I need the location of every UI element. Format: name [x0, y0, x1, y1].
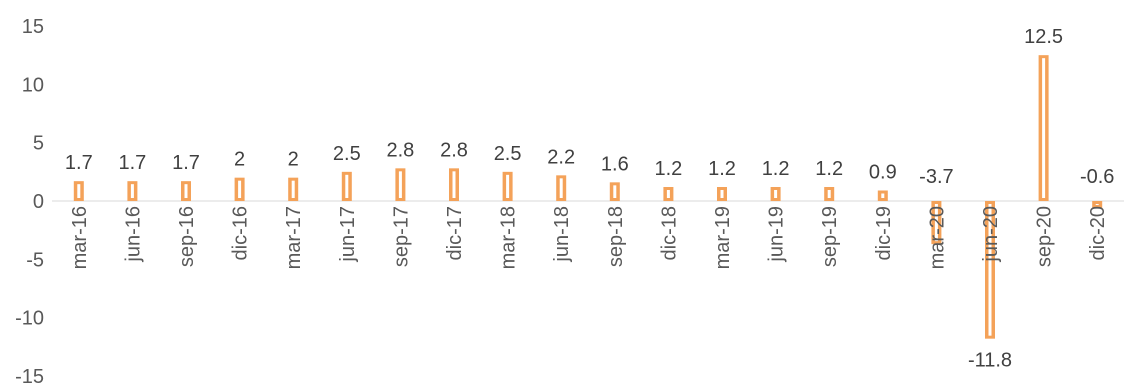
category-label: sep-17	[390, 206, 412, 267]
data-label: 2	[288, 149, 299, 171]
category-label: jun-18	[551, 206, 573, 263]
category-label: jun-16	[122, 206, 144, 263]
bar-highlight	[238, 180, 242, 198]
bar-highlight	[613, 185, 617, 198]
category-label: mar-20	[926, 206, 948, 269]
bar-highlight	[666, 190, 670, 198]
y-tick-label: 5	[33, 133, 44, 155]
data-label: 0.9	[869, 162, 897, 184]
data-label: -0.6	[1080, 166, 1114, 188]
bar-highlight	[774, 190, 778, 198]
category-label: dic-16	[230, 206, 252, 260]
bar-highlight	[720, 190, 724, 198]
data-label: 2.8	[440, 139, 468, 161]
y-tick-label: -15	[15, 366, 44, 386]
data-label: 1.7	[118, 152, 146, 174]
bar-highlight	[77, 184, 81, 198]
category-label: mar-19	[712, 206, 734, 269]
data-label: -3.7	[919, 166, 953, 188]
data-label: 1.2	[815, 158, 843, 180]
category-label: sep-20	[1034, 206, 1056, 267]
bar-highlight	[506, 174, 510, 198]
bar-highlight	[1095, 204, 1099, 205]
category-label: jun-20	[980, 206, 1002, 263]
category-label: dic-17	[444, 206, 466, 260]
data-label: 2.5	[333, 143, 361, 165]
category-label: sep-18	[605, 206, 627, 267]
bar-highlight	[988, 204, 992, 336]
category-label: dic-18	[658, 206, 680, 260]
category-label: sep-19	[819, 206, 841, 267]
category-label: mar-16	[69, 206, 91, 269]
y-axis: 15 10 5 0 -5 -10 -15	[15, 16, 44, 386]
y-tick-label: -5	[26, 249, 44, 271]
bar-highlight	[827, 190, 831, 198]
bar-highlight	[291, 180, 295, 198]
data-label: 1.7	[65, 152, 93, 174]
data-label: 1.6	[601, 153, 629, 175]
category-label: mar-17	[283, 206, 305, 269]
y-tick-label: -10	[15, 308, 44, 330]
bars	[73, 55, 1103, 339]
category-label: dic-20	[1087, 206, 1109, 260]
category-label: mar-18	[498, 206, 520, 269]
data-label: 1.2	[708, 158, 736, 180]
bar-highlight	[1042, 58, 1046, 198]
data-label: 12.5	[1024, 26, 1063, 48]
data-label: 2.5	[494, 143, 522, 165]
category-label: jun-17	[337, 206, 359, 263]
y-tick-label: 0	[33, 191, 44, 213]
data-label: 1.7	[172, 152, 200, 174]
bar-highlight	[934, 204, 938, 242]
bar-highlight	[184, 184, 188, 198]
data-label: 1.2	[762, 158, 790, 180]
bar-highlight	[130, 184, 134, 198]
data-labels: 1.7 1.7 1.7 2 2 2.5 2.8 2.8 2.5 2.2 1.6 1.2 1.2 1.2 1.…	[65, 26, 1115, 372]
category-label: jun-19	[766, 206, 788, 263]
bar-highlight	[398, 171, 402, 198]
category-label: dic-19	[873, 206, 895, 260]
category-labels: mar-16 jun-16 sep-16 dic-16 mar-17 jun-17 sep-…	[69, 206, 1109, 269]
y-tick-label: 15	[22, 16, 44, 38]
data-label: 1.2	[654, 158, 682, 180]
bar-highlight	[559, 178, 563, 198]
data-label: -11.8	[968, 350, 1012, 372]
data-label: 2.8	[386, 139, 414, 161]
data-label: 2	[234, 149, 245, 171]
bar-highlight	[452, 171, 456, 198]
y-tick-label: 10	[22, 74, 44, 96]
bar-highlight	[345, 174, 349, 198]
bar-highlight	[881, 193, 885, 198]
data-label: 2.2	[547, 146, 575, 168]
category-label: sep-16	[176, 206, 198, 267]
